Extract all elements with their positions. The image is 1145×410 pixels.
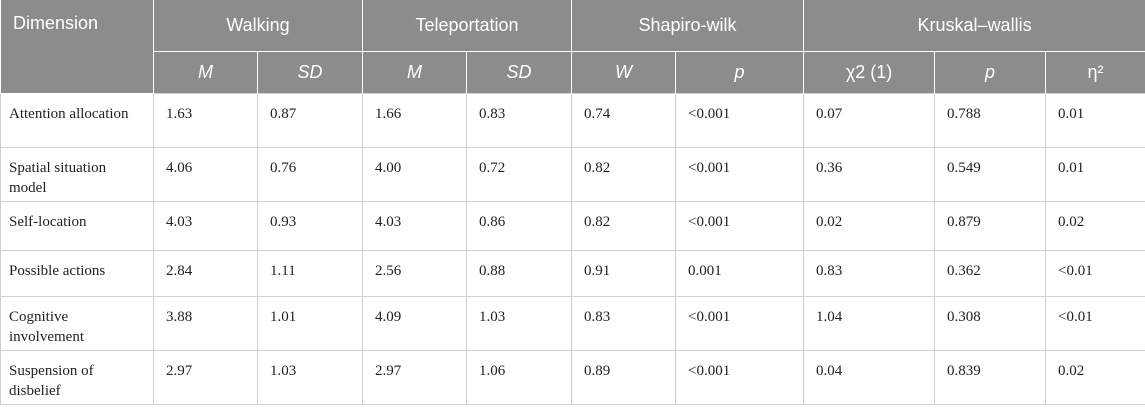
cell-kruskal-p: 0.788 — [934, 93, 1047, 148]
cell-walking-m: 4.06 — [153, 147, 258, 202]
cell-walking-sd: 0.93 — [256, 201, 364, 251]
cell-teleportation-m: 4.09 — [362, 296, 468, 351]
cell-kruskal-p: 0.549 — [934, 147, 1047, 202]
cell-teleportation-sd: 0.86 — [466, 201, 573, 251]
cell-kruskal-eta2: <0.01 — [1045, 250, 1145, 297]
header-row-stats: M SD M SD W p χ2 (1) p η² — [1, 51, 1145, 94]
cell-shapiro-p: <0.001 — [675, 296, 805, 351]
subheader-teleportation-sd: SD — [466, 51, 573, 94]
cell-kruskal-eta2: 0.01 — [1045, 147, 1145, 202]
row-dimension-label: Spatial situation model — [0, 147, 154, 202]
cell-shapiro-w: 0.82 — [571, 147, 677, 202]
cell-kruskal-chi2: 0.07 — [803, 93, 936, 148]
cell-shapiro-w: 0.83 — [571, 296, 677, 351]
row-dimension-label: Suspension of disbelief — [0, 350, 154, 405]
header-walking: Walking — [152, 0, 364, 52]
cell-walking-m: 1.63 — [153, 93, 258, 148]
subheader-kruskal-eta2: η² — [1045, 51, 1145, 94]
cell-walking-m: 2.97 — [153, 350, 258, 405]
subheader-walking-m: M — [153, 51, 258, 94]
subheader-kruskal-p: p — [934, 51, 1047, 94]
cell-kruskal-p: 0.879 — [934, 201, 1047, 251]
table-row: Suspension of disbelief 2.97 1.03 2.97 1… — [0, 350, 1145, 405]
cell-teleportation-sd: 0.72 — [466, 147, 573, 202]
table-row: Possible actions 2.84 1.11 2.56 0.88 0.9… — [0, 250, 1145, 297]
header-dimension: Dimension — [0, 0, 154, 94]
subheader-shapiro-p: p — [675, 51, 805, 94]
row-dimension-label: Self-location — [0, 201, 154, 251]
row-dimension-label: Possible actions — [0, 250, 154, 297]
cell-shapiro-w: 0.91 — [571, 250, 677, 297]
cell-teleportation-m: 2.97 — [362, 350, 468, 405]
table-row: Spatial situation model 4.06 0.76 4.00 0… — [0, 147, 1145, 202]
cell-shapiro-w: 0.89 — [571, 350, 677, 405]
header-kruskal-wallis: Kruskal–wallis — [803, 0, 1145, 52]
cell-walking-sd: 0.76 — [256, 147, 364, 202]
subheader-walking-sd: SD — [256, 51, 364, 94]
cell-kruskal-p: 0.362 — [934, 250, 1047, 297]
cell-kruskal-chi2: 0.36 — [803, 147, 936, 202]
table-row: Self-location 4.03 0.93 4.03 0.86 0.82 <… — [0, 201, 1145, 251]
cell-kruskal-eta2: 0.02 — [1045, 201, 1145, 251]
cell-walking-sd: 0.87 — [256, 93, 364, 148]
cell-kruskal-chi2: 0.83 — [803, 250, 936, 297]
cell-walking-m: 4.03 — [153, 201, 258, 251]
cell-kruskal-chi2: 0.02 — [803, 201, 936, 251]
header-row-groups: Dimension Walking Teleportation Shapiro-… — [0, 0, 1145, 94]
cell-kruskal-eta2: <0.01 — [1045, 296, 1145, 351]
table-row: Attention allocation 1.63 0.87 1.66 0.83… — [0, 93, 1145, 148]
cell-shapiro-p: <0.001 — [675, 201, 805, 251]
subheader-shapiro-w: W — [571, 51, 677, 94]
cell-kruskal-chi2: 1.04 — [803, 296, 936, 351]
cell-teleportation-m: 2.56 — [362, 250, 468, 297]
cell-teleportation-m: 4.00 — [362, 147, 468, 202]
row-dimension-label: Cognitive involvement — [0, 296, 154, 351]
cell-shapiro-p: <0.001 — [675, 350, 805, 405]
subheader-teleportation-m: M — [362, 51, 468, 94]
header-teleportation: Teleportation — [362, 0, 573, 52]
cell-teleportation-sd: 1.03 — [466, 296, 573, 351]
cell-shapiro-w: 0.74 — [571, 93, 677, 148]
header-shapiro-wilk: Shapiro-wilk — [571, 0, 805, 52]
cell-shapiro-p: 0.001 — [675, 250, 805, 297]
cell-walking-m: 3.88 — [153, 296, 258, 351]
subheader-kruskal-chi2: χ2 (1) — [803, 51, 936, 94]
cell-teleportation-m: 4.03 — [362, 201, 468, 251]
cell-kruskal-chi2: 0.04 — [803, 350, 936, 405]
cell-kruskal-eta2: 0.01 — [1045, 93, 1145, 148]
cell-walking-m: 2.84 — [153, 250, 258, 297]
cell-walking-sd: 1.03 — [256, 350, 364, 405]
cell-shapiro-p: <0.001 — [675, 147, 805, 202]
cell-walking-sd: 1.01 — [256, 296, 364, 351]
cell-kruskal-p: 0.839 — [934, 350, 1047, 405]
cell-kruskal-eta2: 0.02 — [1045, 350, 1145, 405]
cell-kruskal-p: 0.308 — [934, 296, 1047, 351]
cell-teleportation-sd: 1.06 — [466, 350, 573, 405]
cell-shapiro-w: 0.82 — [571, 201, 677, 251]
cell-teleportation-sd: 0.83 — [466, 93, 573, 148]
table-row: Cognitive involvement 3.88 1.01 4.09 1.0… — [0, 296, 1145, 351]
row-dimension-label: Attention allocation — [0, 93, 154, 148]
cell-shapiro-p: <0.001 — [675, 93, 805, 148]
cell-teleportation-sd: 0.88 — [466, 250, 573, 297]
cell-teleportation-m: 1.66 — [362, 93, 468, 148]
cell-walking-sd: 1.11 — [256, 250, 364, 297]
